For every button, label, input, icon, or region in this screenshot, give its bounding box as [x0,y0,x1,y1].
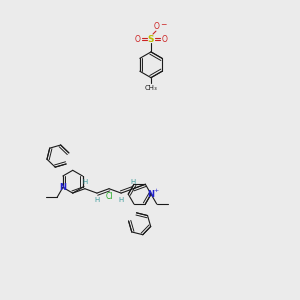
Text: N: N [148,190,154,199]
Text: H: H [94,197,100,203]
Text: H: H [82,179,88,185]
Text: O: O [154,22,160,31]
Text: H: H [118,197,124,203]
Text: +: + [153,188,159,193]
Text: CH₃: CH₃ [145,85,158,91]
Text: S: S [148,34,154,43]
Text: H: H [130,179,136,185]
Text: O: O [162,34,168,43]
Text: −: − [160,20,167,29]
Text: O: O [134,34,140,43]
Text: Cl: Cl [105,192,113,201]
Text: N: N [59,183,66,192]
